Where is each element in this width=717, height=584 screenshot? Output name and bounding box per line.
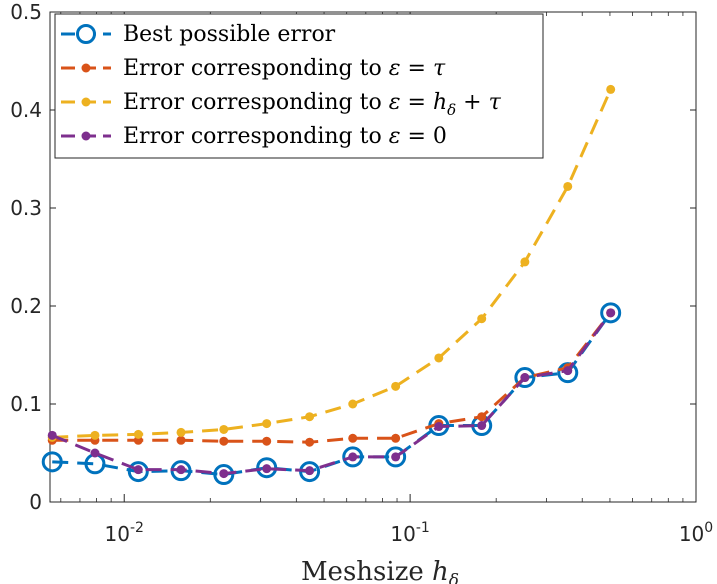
legend-marker <box>76 24 96 44</box>
legend-marker <box>81 97 91 107</box>
legend-label: Error corresponding to ε = 0 <box>123 124 447 149</box>
data-point-series-3 <box>305 466 315 476</box>
y-tick-label: 0.2 <box>10 294 42 318</box>
x-tick-label: 100 <box>679 520 713 546</box>
y-tick-label: 0.3 <box>10 196 42 220</box>
x-axis-title: Meshsize hδ <box>301 557 459 584</box>
data-point-series-3 <box>47 430 57 440</box>
data-point-series-3 <box>348 452 358 462</box>
data-point-series-0 <box>514 367 536 389</box>
data-point-series-3 <box>90 448 100 458</box>
data-point-series-1 <box>391 433 401 443</box>
data-point-series-1 <box>219 436 229 446</box>
y-tick-label: 0 <box>29 490 42 514</box>
data-point-series-1 <box>305 437 315 447</box>
data-point-series-1 <box>262 436 272 446</box>
data-point-series-3 <box>477 421 487 431</box>
y-tick-label: 0.4 <box>10 98 42 122</box>
data-point-series-3 <box>262 464 272 474</box>
data-point-series-0 <box>600 302 622 324</box>
x-tick-label: 10-1 <box>390 520 429 546</box>
data-point-series-1 <box>348 433 358 443</box>
y-tick-label: 0.1 <box>10 392 42 416</box>
legend-label: Best possible error <box>123 22 336 47</box>
legend-box <box>54 13 544 159</box>
data-point-series-0 <box>41 451 63 473</box>
data-point-series-3 <box>391 452 401 462</box>
data-point-series-2 <box>305 412 315 422</box>
data-point-series-2 <box>520 257 530 267</box>
data-point-series-2 <box>391 381 401 391</box>
data-point-series-3 <box>176 465 186 475</box>
x-tick-label: 10-2 <box>105 520 144 546</box>
legend-label: Error corresponding to ε = τ <box>123 56 446 81</box>
data-point-series-2 <box>219 424 229 434</box>
data-point-series-1 <box>176 435 186 445</box>
data-point-series-2 <box>477 314 487 324</box>
legend: Best possible error Error corresponding t… <box>54 13 544 159</box>
data-point-series-3 <box>606 308 616 318</box>
data-point-series-3 <box>434 422 444 432</box>
data-point-series-3 <box>133 465 143 475</box>
legend-entry: Best possible error <box>61 22 336 47</box>
series-line-3 <box>51 311 612 476</box>
legend-entry: Error corresponding to ε = hδ + τ <box>61 90 502 119</box>
data-point-series-3 <box>219 469 229 479</box>
y-tick-label: 0.5 <box>10 0 42 24</box>
data-point-series-2 <box>262 419 272 429</box>
data-point-series-0 <box>342 446 364 468</box>
data-point-series-2 <box>606 84 616 94</box>
plot-layer: 0 0.1 0.2 0.3 0.4 0.5 10-2 10-1 100 Best possible… <box>10 0 713 546</box>
data-point-series-2 <box>348 399 358 409</box>
data-point-series-2 <box>133 429 143 439</box>
legend-entry: Error corresponding to ε = 0 <box>61 124 447 149</box>
legend-entry: Error corresponding to ε = τ <box>61 56 446 81</box>
data-point-series-2 <box>90 430 100 440</box>
legend-marker <box>81 63 91 73</box>
data-point-series-2 <box>434 353 444 363</box>
data-point-series-3 <box>563 366 573 376</box>
legend-label: Error corresponding to ε = hδ + τ <box>123 90 502 119</box>
data-point-series-0 <box>385 446 407 468</box>
legend-marker <box>81 131 91 141</box>
series-line-2 <box>52 88 613 439</box>
data-point-series-3 <box>520 373 530 383</box>
data-point-series-1 <box>477 412 487 422</box>
data-point-series-2 <box>563 181 573 191</box>
data-point-series-0 <box>213 464 235 486</box>
data-point-series-0 <box>127 461 149 483</box>
plot-area-frame <box>49 11 697 503</box>
data-point-series-2 <box>176 427 186 437</box>
